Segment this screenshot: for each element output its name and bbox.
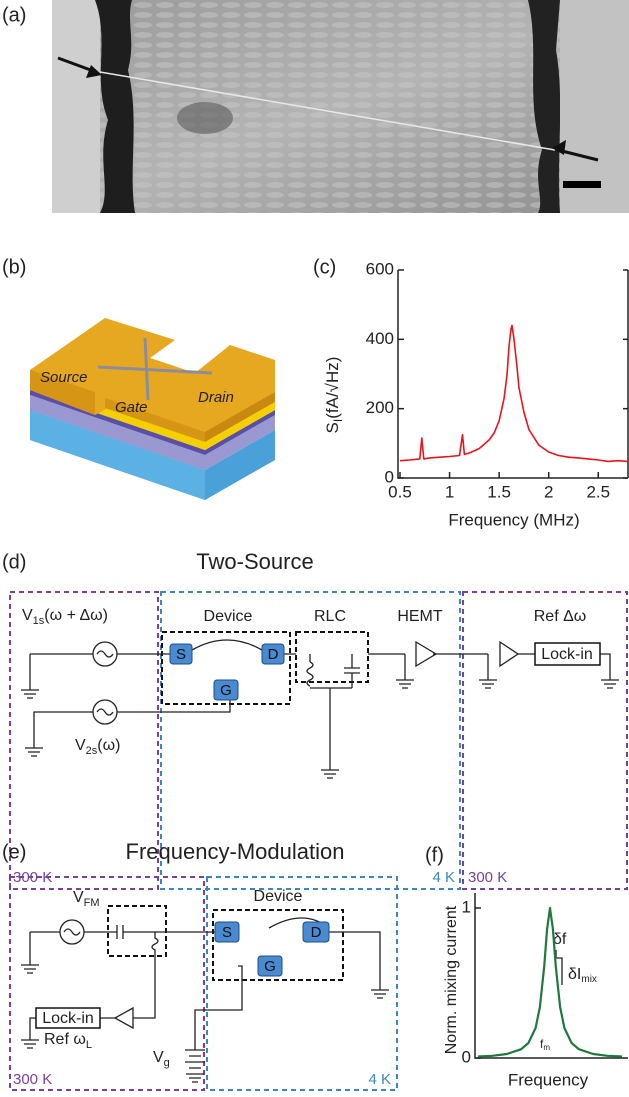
panel-label: (b) xyxy=(2,256,26,278)
ground xyxy=(601,680,619,688)
temperature: 300 K xyxy=(468,869,507,886)
data-line xyxy=(400,326,628,462)
ground xyxy=(371,990,389,998)
panel-label: (f) xyxy=(425,844,444,866)
x-axis-label: Frequency (MHz) xyxy=(448,510,579,529)
x-tick-label: 1.5 xyxy=(487,482,511,501)
y-axis-label: Norm. mixing current xyxy=(443,905,460,1054)
ground xyxy=(396,680,414,688)
temperature: 4 K xyxy=(432,869,455,886)
data-line xyxy=(478,908,622,1057)
device-label: Source xyxy=(40,369,88,386)
device-3d xyxy=(30,318,275,500)
lockin-label: Lock-in xyxy=(42,1010,94,1027)
source-label: Vg xyxy=(153,1049,170,1069)
y-tick-label: 400 xyxy=(366,329,394,348)
y-axis-label: SI(fA/√Hz) xyxy=(323,357,345,434)
x-tick-label: 0.5 xyxy=(388,482,412,501)
ground xyxy=(186,1074,204,1082)
x-tick-label: 2 xyxy=(544,482,553,501)
box-label: Device xyxy=(254,888,303,905)
ground xyxy=(479,680,497,688)
x-axis-label: Frequency xyxy=(508,1070,589,1089)
pad-label: S xyxy=(222,924,232,941)
x-tick-label: 1 xyxy=(445,482,454,501)
y-tick-label: 0 xyxy=(462,1047,471,1066)
device-label: Gate xyxy=(115,399,148,416)
y-tick-label: 1 xyxy=(462,897,471,916)
annotation: fm xyxy=(540,1037,550,1052)
stage-box xyxy=(463,592,627,889)
figure: (a) (b) Source Gate Drain (c) SI(fA/√Hz)… xyxy=(0,0,629,1097)
ground xyxy=(21,690,39,698)
ground xyxy=(21,965,39,973)
panel-label: (d) xyxy=(2,551,26,573)
panel-title: Two-Source xyxy=(196,549,313,574)
y-tick-label: 600 xyxy=(366,259,394,278)
ref-label: Ref ωL xyxy=(44,1031,92,1051)
device-label: Drain xyxy=(198,389,234,406)
ground xyxy=(21,1040,39,1048)
ground xyxy=(25,748,43,756)
panel-label: (e) xyxy=(2,841,26,863)
stage-box xyxy=(207,877,397,1090)
ground xyxy=(321,770,339,778)
source-label: V1s(ω + Δω) xyxy=(22,607,108,627)
panel-title: Frequency-Modulation xyxy=(126,839,345,864)
panel-label: (a) xyxy=(2,4,26,26)
stage-box xyxy=(10,877,204,1090)
pad-label: G xyxy=(220,682,232,699)
temperature: 300 K xyxy=(13,1071,52,1088)
lockin-label: Lock-in xyxy=(541,646,593,663)
box-label: Device xyxy=(204,608,253,625)
y-tick-label: 200 xyxy=(366,398,394,417)
x-tick-label: 2.5 xyxy=(586,482,610,501)
box-label: HEMT xyxy=(397,608,443,625)
source-label: VFM xyxy=(73,889,100,909)
source-label: V2s(ω) xyxy=(75,737,120,757)
sem-image xyxy=(52,0,629,213)
box-label: Ref Δω xyxy=(534,608,587,625)
axis xyxy=(398,270,628,478)
panel-label: (c) xyxy=(313,256,336,278)
pad-label: D xyxy=(311,924,322,941)
battery xyxy=(185,1050,205,1068)
temperature: 4 K xyxy=(368,1071,391,1088)
pad-label: S xyxy=(176,646,186,663)
pad-label: D xyxy=(268,646,279,663)
annotation: δImix xyxy=(568,966,597,984)
pad-label: G xyxy=(264,958,276,975)
box-label: RLC xyxy=(314,608,346,625)
